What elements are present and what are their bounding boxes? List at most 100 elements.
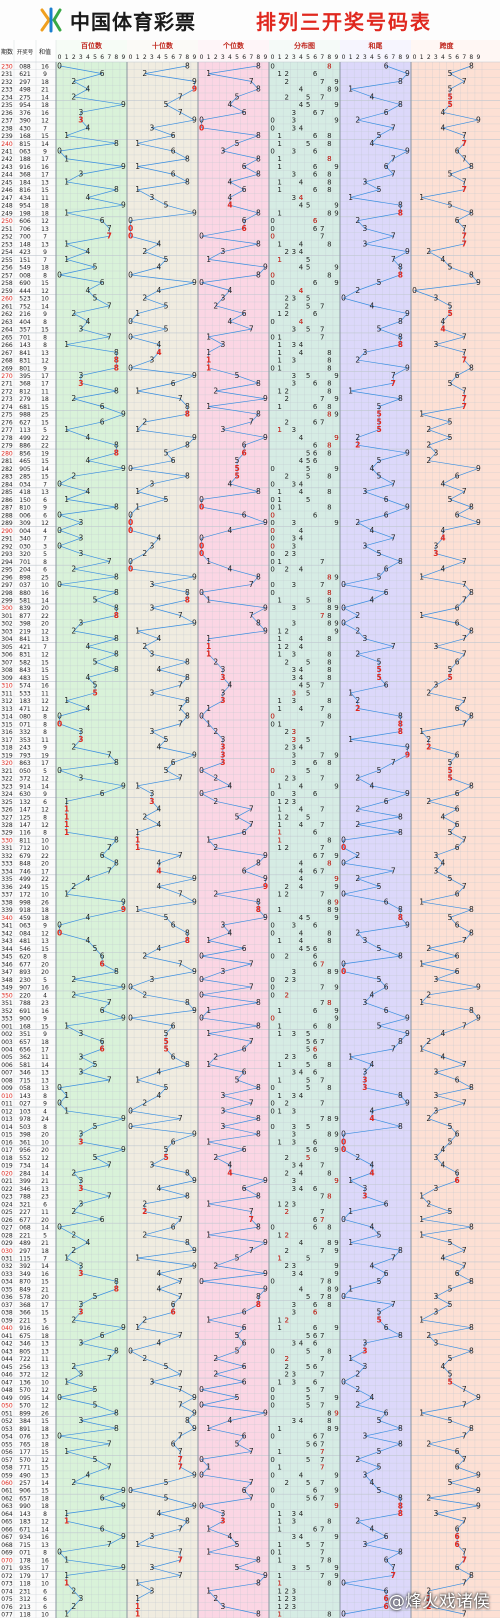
trend-point-bai: 8 (114, 611, 119, 620)
trend-point-hewei: 3 (362, 1339, 367, 1348)
draw-number: 671 (19, 1526, 31, 1533)
trend-point-shi: 0 (128, 317, 133, 326)
distribution-digit: 1 (277, 891, 281, 899)
trend-point-kuadu: 9 (476, 1470, 481, 1479)
sum-value: 5 (43, 1317, 47, 1324)
trend-point-ge: 6 (242, 1308, 247, 1317)
trend-point-bai: 2 (71, 1586, 76, 1595)
trend-point-kuadu: 6 (455, 603, 460, 612)
sum-value: 6 (43, 1596, 47, 1603)
trend-point-shi: 3 (149, 479, 154, 488)
draw-number: 353 (19, 737, 31, 744)
trend-point-bai: 2 (71, 472, 76, 481)
draw-number: 877 (19, 613, 31, 620)
trend-point-hewei: 8 (398, 340, 403, 349)
trend-point-shi: 5 (164, 495, 169, 504)
trend-point-bai: 0 (57, 928, 62, 937)
sum-value: 13 (41, 489, 49, 496)
distribution-digit: 4 (299, 674, 304, 682)
trend-point-hewei: 8 (398, 317, 403, 326)
distribution-digit: 7 (320, 1278, 324, 1286)
trend-point-kuadu: 6 (455, 147, 460, 156)
trend-point-kuadu: 5 (448, 495, 453, 504)
distribution-digit: 0 (270, 519, 274, 527)
trend-point-ge: 0 (199, 116, 204, 125)
distribution-digit: 5 (306, 1154, 310, 1162)
sum-value: 16 (41, 1271, 49, 1278)
period-label: 301 (1, 613, 13, 620)
distribution-digit: 8 (327, 929, 331, 937)
distribution-digit: 3 (292, 922, 296, 930)
trend-point-kuadu: 3 (433, 975, 438, 984)
draw-number: 816 (19, 187, 31, 194)
distribution-digit: 7 (320, 705, 324, 713)
trend-point-kuadu: 6 (455, 967, 460, 976)
sum-value: 16 (41, 1557, 49, 1564)
trend-point-shi: 7 (178, 1385, 183, 1394)
trend-point-bai: 0 (57, 1393, 62, 1402)
period-label: 071 (1, 1565, 13, 1572)
trend-line-kuadu (414, 65, 480, 1615)
distribution-digit: 1 (277, 1448, 281, 1456)
draw-number: 444 (19, 288, 31, 295)
digit-header: 9 (335, 54, 339, 61)
trend-point-shi: 8 (185, 177, 190, 186)
trend-point-shi: 5 (164, 1478, 169, 1487)
distribution-digit: 3 (292, 1177, 296, 1185)
trend-point-kuadu: 7 (462, 239, 467, 248)
period-label: 016 (1, 1139, 13, 1146)
distribution-digit: 7 (320, 418, 324, 426)
period-label: 290 (1, 528, 13, 535)
period-label: 299 (1, 597, 13, 604)
trend-point-shi: 9 (192, 1130, 197, 1139)
distribution-digit: 2 (285, 627, 289, 635)
trend-point-bai: 0 (57, 1432, 62, 1441)
distribution-digit: 5 (306, 202, 310, 210)
trend-point-kuadu: 7 (462, 1099, 467, 1108)
distribution-digit: 4 (299, 178, 304, 186)
distribution-digit: 1 (277, 1549, 281, 1557)
trend-point-bai: 9 (121, 781, 126, 790)
trend-point-ge: 7 (249, 1246, 254, 1255)
draw-number: 418 (19, 489, 31, 496)
trend-point-kuadu: 8 (469, 363, 474, 372)
trend-point-shi: 9 (192, 433, 197, 442)
trend-point-shi: 8 (185, 472, 190, 481)
distribution-digit: 2 (285, 1231, 289, 1239)
trend-point-hewei: 6 (384, 1532, 389, 1541)
trend-point-hewei: 8 (398, 1509, 403, 1518)
trend-point-kuadu: 8 (469, 1006, 474, 1015)
distribution-digit: 5 (306, 372, 310, 380)
section-title-hewei: 和尾 (368, 41, 383, 50)
distribution-digit: 6 (313, 1216, 318, 1224)
period-label: 024 (1, 1201, 13, 1208)
trend-point-hewei: 3 (362, 634, 367, 643)
distribution-digit: 1 (277, 1092, 281, 1100)
distribution-digit: 4 (299, 806, 304, 814)
trend-point-shi: 5 (164, 1494, 169, 1503)
distribution-digit: 2 (285, 883, 289, 891)
trend-point-kuadu: 7 (462, 1555, 467, 1564)
draw-number: 627 (19, 419, 31, 426)
sum-value: 5 (43, 977, 47, 984)
trend-point-shi: 6 (171, 170, 176, 179)
trend-point-hewei: 3 (362, 348, 367, 357)
trend-point-bai: 0 (57, 1548, 62, 1557)
trend-point-bai: 7 (107, 1439, 112, 1448)
distribution-digit: 2 (285, 1262, 289, 1270)
trend-point-shi: 4 (157, 1184, 162, 1193)
trend-point-shi: 1 (135, 828, 140, 837)
period-label: 333 (1, 861, 13, 868)
distribution-digit: 1 (277, 1076, 281, 1084)
trend-point-hewei: 7 (391, 758, 396, 767)
draw-number: 765 (19, 1441, 31, 1448)
trend-point-shi: 7 (178, 1455, 183, 1464)
draw-number: 499 (19, 876, 31, 883)
sum-value: 11 (41, 737, 49, 744)
trend-point-ge: 8 (256, 1130, 261, 1139)
trend-point-kuadu: 9 (476, 518, 481, 527)
sum-value: 22 (41, 853, 49, 860)
trend-line-shi (129, 65, 196, 1615)
period-label: 251 (1, 226, 13, 233)
trend-point-shi: 9 (192, 116, 197, 125)
